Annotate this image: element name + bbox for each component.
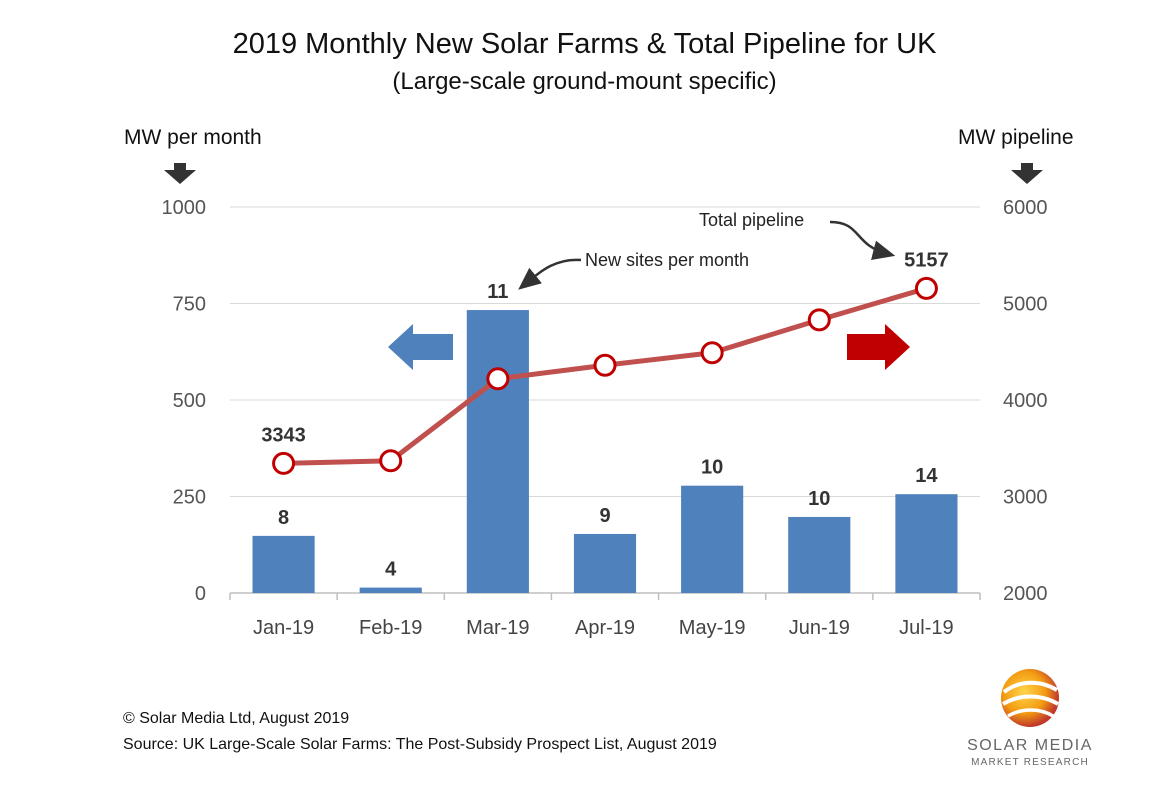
- line-data-labels: 3343 5157: [261, 249, 948, 446]
- bar: [895, 494, 958, 593]
- bar-data-label: 8: [278, 507, 289, 529]
- right-tick-label: 3000: [1003, 487, 1048, 509]
- bar-data-label: 9: [599, 505, 610, 527]
- right-axis-down-arrow-icon: [1011, 163, 1043, 184]
- chart-title: 2019 Monthly New Solar Farms & Total Pip…: [232, 28, 937, 60]
- bar: [252, 535, 315, 593]
- line-point: [379, 449, 403, 473]
- source-note: Source: UK Large-Scale Solar Farms: The …: [123, 736, 717, 753]
- bar-data-label: 4: [385, 559, 397, 581]
- left-axis-down-arrow-icon: [164, 163, 196, 184]
- category-label: Jul-19: [899, 617, 953, 639]
- bar: [788, 516, 851, 593]
- category-label: Jun-19: [789, 617, 850, 639]
- line-data-label: 3343: [261, 424, 306, 446]
- category-label: Jan-19: [253, 617, 314, 639]
- left-tick-label: 1000: [162, 197, 207, 219]
- category-label: Feb-19: [359, 617, 422, 639]
- left-tick-label: 750: [173, 294, 206, 316]
- left-tick-label: 0: [195, 583, 206, 605]
- right-tick-label: 2000: [1003, 583, 1048, 605]
- left-axis-ticks: 0 250 500 750 1000: [162, 197, 207, 605]
- left-axis-arrow-icon: [388, 324, 453, 370]
- right-tick-label: 4000: [1003, 390, 1048, 412]
- bar-data-label: 14: [915, 465, 938, 487]
- bar-series: [252, 310, 958, 593]
- bar: [359, 587, 422, 593]
- bar: [681, 485, 744, 593]
- line-point: [486, 367, 510, 391]
- category-label: May-19: [679, 617, 746, 639]
- right-axis-arrow-icon: [847, 324, 910, 370]
- bars-annotation-arrow: [518, 258, 582, 290]
- bar-data-labels: 8 4 11 9 10 10 14: [278, 281, 938, 581]
- chart-subtitle: (Large-scale ground-mount specific): [392, 68, 777, 95]
- category-label: Apr-19: [575, 617, 635, 639]
- line-point: [593, 353, 617, 377]
- bar: [573, 533, 637, 593]
- left-tick-label: 250: [173, 487, 206, 509]
- bar: [466, 310, 529, 593]
- left-axis-title: MW per month: [124, 126, 262, 149]
- bar-data-label: 11: [487, 281, 508, 303]
- bar-data-label: 10: [701, 457, 723, 479]
- left-tick-label: 500: [173, 390, 206, 412]
- logo-tagline: MARKET RESEARCH: [971, 757, 1089, 768]
- category-axis-labels: Jan-19 Feb-19 Mar-19 Apr-19 May-19 Jun-19 Jul-…: [253, 617, 954, 639]
- bars-annotation: New sites per month: [585, 250, 749, 270]
- line-series: [272, 276, 938, 475]
- line-point: [914, 276, 938, 300]
- copyright-note: © Solar Media Ltd, August 2019: [123, 710, 350, 727]
- line-data-label: 5157: [904, 249, 949, 271]
- line-point: [700, 341, 724, 365]
- line-point: [807, 308, 831, 332]
- line-annotation: Total pipeline: [699, 210, 804, 230]
- line-point: [272, 451, 296, 475]
- right-tick-label: 5000: [1003, 294, 1048, 316]
- category-label: Mar-19: [466, 617, 529, 639]
- right-axis-ticks: 2000 3000 4000 5000 6000: [1003, 197, 1048, 605]
- right-tick-label: 6000: [1003, 197, 1048, 219]
- bar-data-label: 10: [808, 488, 830, 510]
- line-annotation-arrow: [829, 220, 896, 260]
- logo-name: SOLAR MEDIA: [967, 737, 1093, 754]
- right-axis-title: MW pipeline: [958, 126, 1074, 149]
- solar-media-logo: SOLAR MEDIA MARKET RESEARCH: [967, 669, 1093, 768]
